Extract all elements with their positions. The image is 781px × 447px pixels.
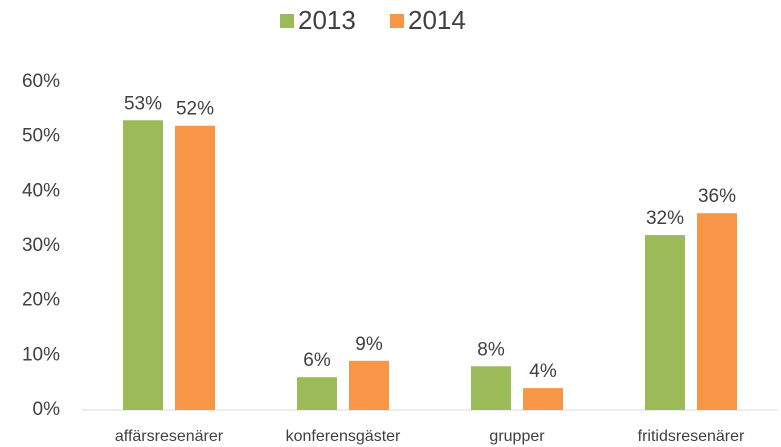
data-label: 32%: [646, 208, 684, 229]
data-label: 36%: [698, 186, 736, 207]
bar: [471, 366, 511, 410]
y-tick-label: 0%: [33, 399, 61, 420]
y-tick-label: 40%: [22, 180, 60, 201]
legend-swatch: [280, 14, 294, 28]
y-tick-label: 60%: [22, 71, 60, 92]
y-tick-label: 50%: [22, 126, 60, 147]
legend-label: 2014: [408, 5, 466, 35]
data-label: 6%: [303, 350, 331, 371]
x-tick-label: konferensgäster: [286, 428, 401, 445]
bar: [349, 360, 389, 410]
legend-swatch: [390, 14, 404, 28]
bar: [297, 377, 337, 410]
data-label: 52%: [176, 99, 214, 120]
legend-label: 2013: [298, 5, 356, 35]
x-tick-label: grupper: [489, 428, 545, 445]
y-tick-label: 30%: [22, 235, 60, 256]
bar: [123, 120, 163, 411]
x-tick-label: affärsresenärer: [115, 428, 224, 445]
x-tick-label: fritidsresenärer: [638, 428, 745, 445]
bar: [697, 213, 737, 410]
y-tick-label: 10%: [22, 344, 60, 365]
bar: [645, 235, 685, 410]
y-tick-label: 20%: [22, 290, 60, 311]
data-label: 4%: [529, 361, 557, 382]
data-label: 9%: [355, 334, 383, 355]
bar: [523, 388, 563, 410]
data-label: 8%: [477, 339, 505, 360]
bar: [175, 125, 215, 410]
data-label: 53%: [124, 93, 162, 114]
